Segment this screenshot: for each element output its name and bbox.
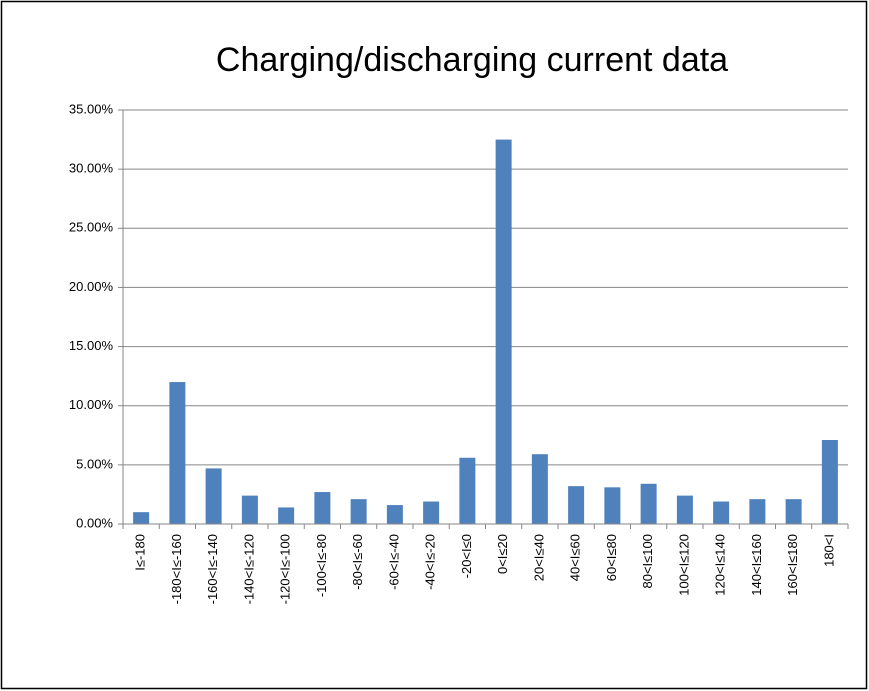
bar [785,499,802,524]
x-tick-label: 80<I≤100 [640,534,655,589]
bar [459,457,476,524]
x-tick-label: 120<I≤140 [713,534,728,596]
x-tick-label: 60<I≤80 [604,534,619,581]
bar [205,468,222,524]
bar [423,501,440,524]
y-tick-label: 20.00% [69,279,114,294]
bar [713,501,730,524]
bar [568,486,585,524]
x-tick-label: -100<I≤-80 [314,534,329,597]
chart-title: Charging/discharging current data [216,41,728,79]
y-tick-label: 15.00% [69,338,114,353]
bar [278,507,295,524]
bar [386,505,403,524]
x-tick-label: 140<I≤160 [749,534,764,596]
y-tick-label: 10.00% [69,397,114,412]
x-tick-label: -160<I≤-140 [205,534,220,604]
y-tick-label: 25.00% [69,220,114,235]
bar [531,454,548,524]
x-tick-label: 180<I [821,534,836,567]
x-tick-label: I≤-180 [133,534,148,571]
bar [314,492,331,524]
x-tick-label: 0<I≤20 [495,534,510,574]
x-tick-label: -60<I≤-40 [386,534,401,590]
bar [676,495,693,524]
bar [169,382,186,524]
x-tick-label: 160<I≤180 [785,534,800,596]
bar [350,499,367,524]
bar [604,487,621,524]
y-tick-label: 0.00% [76,515,113,530]
bar [495,139,512,525]
x-tick-label: -40<I≤-20 [423,534,438,590]
bar [749,499,766,524]
x-tick-label: -80<I≤-60 [350,534,365,590]
x-tick-label: -120<I≤-100 [278,534,293,604]
y-tick-label: 30.00% [69,161,114,176]
bar [640,483,657,524]
y-tick-label: 35.00% [69,101,114,116]
bar [133,512,150,524]
x-tick-label: -180<I≤-160 [169,534,184,604]
x-tick-label: 40<I≤60 [568,534,583,581]
x-tick-label: -140<I≤-120 [241,534,256,604]
bar [821,440,838,524]
bar [241,495,258,524]
x-tick-label: 20<I≤40 [531,534,546,581]
x-tick-label: -20<I≤0 [459,534,474,578]
y-tick-label: 5.00% [76,456,113,471]
x-tick-label: 100<I≤120 [676,534,691,596]
